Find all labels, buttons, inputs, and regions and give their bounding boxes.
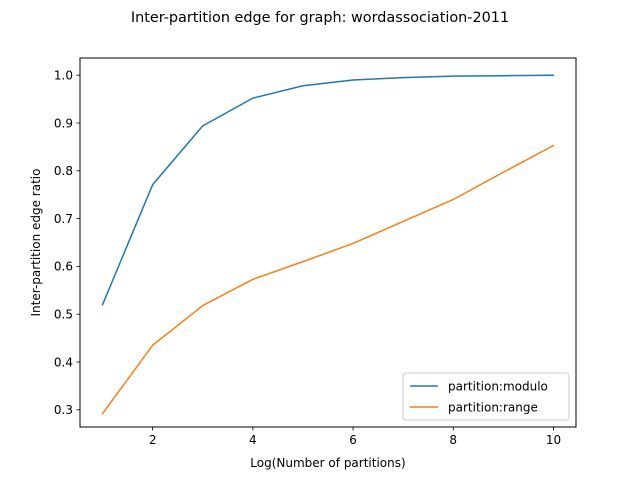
series-line-range <box>101 144 555 415</box>
y-tick-label: 1.0 <box>54 69 73 83</box>
y-tick-label: 0.7 <box>54 212 73 226</box>
legend-box <box>402 372 570 421</box>
y-tick-label: 0.6 <box>54 260 73 274</box>
legend-label-modulo: partition:modulo <box>448 380 548 394</box>
x-tick-label: 4 <box>249 433 257 447</box>
x-axis-ticks: 2 4 6 8 10 <box>149 427 561 447</box>
x-axis-label: Log(Number of partitions) <box>250 456 405 470</box>
x-tick-label: 6 <box>349 433 357 447</box>
chart-title: Inter-partition edge for graph: wordasso… <box>131 10 509 26</box>
legend-label-range: partition:range <box>448 401 538 415</box>
y-axis-label: Inter-partition edge ratio <box>29 169 43 317</box>
plot-area <box>101 74 555 415</box>
y-tick-label: 0.8 <box>54 164 73 178</box>
y-axis-ticks: 0.3 0.4 0.5 0.6 0.7 0.8 0.9 1.0 <box>54 69 80 417</box>
y-tick-label: 0.9 <box>54 116 73 130</box>
y-tick-label: 0.4 <box>54 355 73 369</box>
series-line-modulo <box>101 74 555 306</box>
y-tick-label: 0.3 <box>54 403 73 417</box>
axes-frame <box>79 57 577 428</box>
x-tick-label: 2 <box>149 433 157 447</box>
legend: partition:modulo partition:range <box>402 372 570 421</box>
x-tick-label: 10 <box>546 433 561 447</box>
x-tick-label: 8 <box>449 433 457 447</box>
y-tick-label: 0.5 <box>54 307 73 321</box>
